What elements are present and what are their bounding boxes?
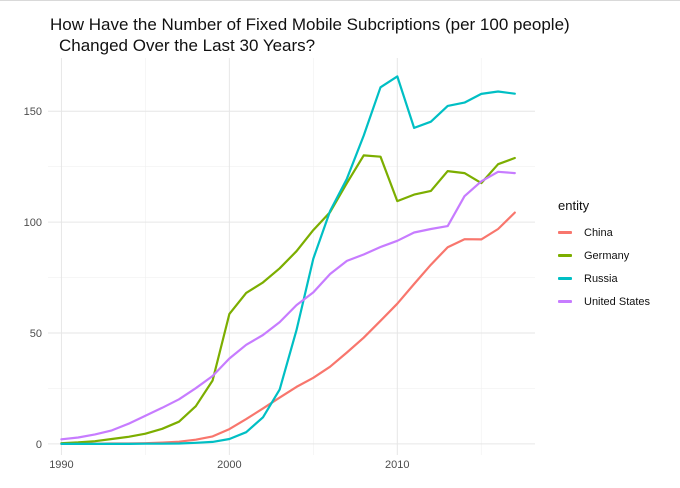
legend-item-united-states: United States (558, 290, 650, 313)
y-tick-label-100: 100 (24, 217, 42, 229)
legend-label-china: China (584, 226, 613, 239)
y-tick-label-0: 0 (36, 439, 42, 451)
x-tick-label-1990: 1990 (49, 459, 73, 471)
y-tick-label-50: 50 (30, 328, 42, 340)
series-lines (60, 75, 516, 445)
legend: entity China Germany Russia United States (558, 198, 650, 313)
x-tick-label-2010: 2010 (385, 459, 409, 471)
legend-items: China Germany Russia United States (558, 221, 650, 313)
legend-item-russia: Russia (558, 267, 650, 290)
legend-key-germany (558, 254, 572, 257)
legend-item-germany: Germany (558, 244, 650, 267)
legend-label-russia: Russia (584, 272, 618, 285)
series-line-germany (60, 154, 516, 445)
legend-key-china (558, 231, 572, 234)
top-border (0, 0, 680, 1)
legend-title: entity (558, 198, 590, 213)
legend-key-russia (558, 277, 572, 280)
legend-key-united-states (558, 300, 572, 303)
legend-item-china: China (558, 221, 650, 244)
series-line-russia (60, 75, 516, 445)
chart-title-line-1: How Have the Number of Fixed Mobile Subc… (50, 15, 570, 34)
chart-title-line-2: Changed Over the Last 30 Years? (59, 36, 316, 55)
tick-labels: 1990 2000 2010 0 50 100 150 (24, 106, 410, 471)
legend-label-united-states: United States (584, 295, 651, 308)
x-tick-label-2000: 2000 (217, 459, 241, 471)
chart-title: How Have the Number of Fixed Mobile Subc… (50, 14, 570, 56)
series-line-china (60, 211, 516, 445)
series-line-united-states (60, 170, 516, 441)
y-tick-label-150: 150 (24, 106, 42, 118)
legend-label-germany: Germany (584, 249, 630, 262)
